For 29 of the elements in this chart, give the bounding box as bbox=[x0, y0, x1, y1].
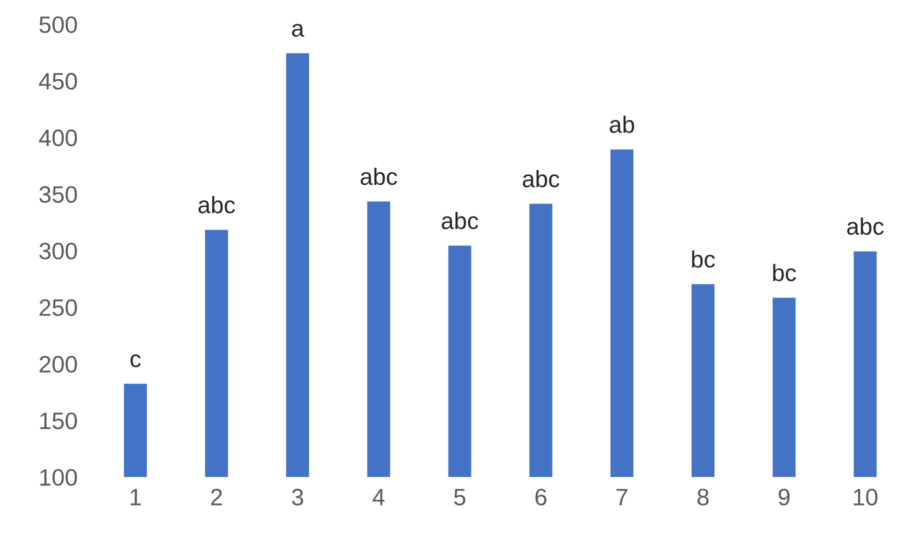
x-tick-label: 4 bbox=[372, 488, 385, 506]
y-tick-label: 300 bbox=[39, 242, 77, 260]
annotation: abc bbox=[847, 218, 884, 235]
x-tick-label: 6 bbox=[535, 488, 546, 506]
annotation: bc bbox=[773, 264, 796, 282]
annotation: a bbox=[292, 24, 304, 37]
annotation: abc bbox=[360, 168, 398, 186]
y-tick-label: 100 bbox=[40, 469, 77, 486]
y-tick-label: 250 bbox=[40, 299, 77, 316]
y-tick-label: 500 bbox=[39, 16, 77, 34]
y-tick-label: 200 bbox=[40, 356, 77, 373]
annotation: abc bbox=[442, 212, 478, 230]
annotation: c bbox=[130, 354, 141, 368]
x-tick-label: 9 bbox=[778, 488, 790, 506]
y-tick-label: 400 bbox=[39, 130, 77, 146]
annotation: abc bbox=[198, 196, 235, 214]
y-tick-label: 350 bbox=[39, 186, 77, 203]
x-tick-label: 1 bbox=[130, 488, 141, 506]
y-tick-label: 450 bbox=[39, 72, 77, 90]
x-tick-label: 5 bbox=[454, 488, 466, 506]
x-tick-label: 8 bbox=[697, 488, 709, 506]
x-tick-label: 2 bbox=[211, 488, 222, 506]
x-tick-label: 3 bbox=[292, 488, 304, 506]
annotation: bc bbox=[692, 250, 715, 268]
annotation: ab bbox=[610, 116, 634, 133]
x-tick-label: 7 bbox=[616, 488, 628, 506]
x-tick-label: 10 bbox=[854, 488, 878, 506]
annotation: abc bbox=[522, 170, 560, 188]
y-tick-label: 150 bbox=[40, 412, 77, 430]
